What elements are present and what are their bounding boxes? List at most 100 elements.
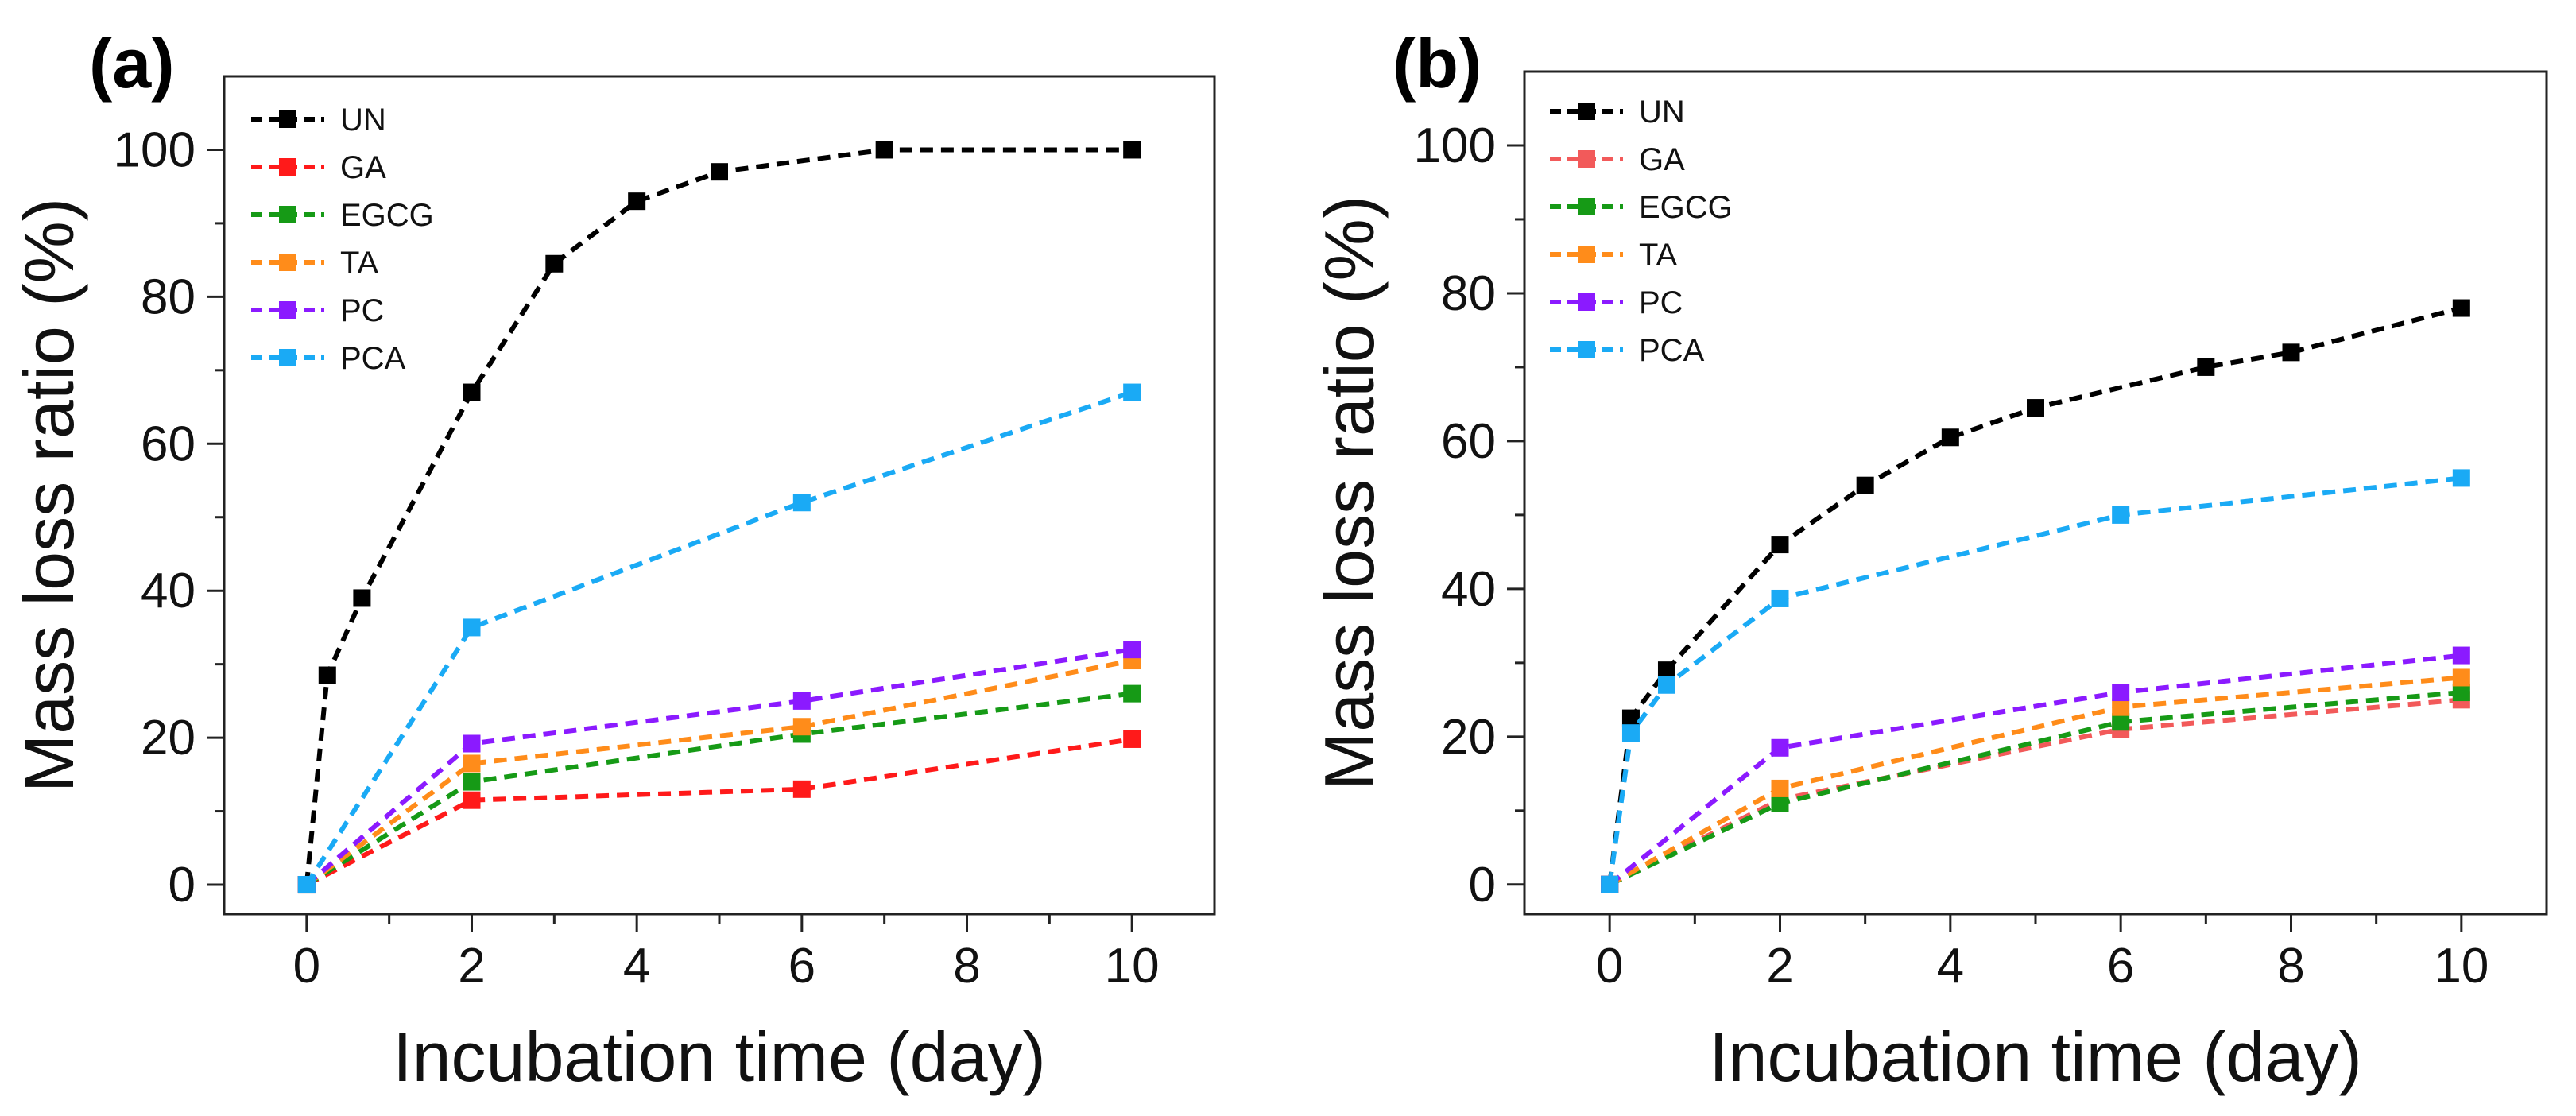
series-ta — [1601, 668, 2470, 893]
y-tick-label: 40 — [1441, 562, 1496, 617]
data-point — [2112, 713, 2130, 731]
x-tick-label: 8 — [2277, 939, 2304, 994]
data-point — [463, 734, 481, 753]
data-point — [1771, 794, 1789, 812]
data-point — [792, 718, 811, 736]
data-point — [2112, 684, 2130, 702]
data-point — [1123, 141, 1141, 159]
series-line — [1608, 690, 2462, 887]
legend-label: PCA — [340, 341, 406, 376]
data-point — [2452, 299, 2470, 317]
legend-label: GA — [1639, 142, 1685, 177]
legend-label: GA — [340, 150, 386, 185]
data-point — [792, 692, 811, 710]
data-point — [628, 192, 646, 211]
x-tick-label: 6 — [788, 939, 815, 994]
y-tick-label: 100 — [114, 122, 196, 177]
legend-swatch-marker — [279, 349, 296, 366]
data-point — [1941, 428, 1959, 447]
data-point — [2452, 469, 2470, 487]
y-tick-label: 60 — [141, 417, 196, 471]
series-line — [305, 658, 1133, 887]
series-line — [1607, 305, 2462, 885]
series-line — [304, 647, 1133, 887]
series-ta — [297, 652, 1141, 894]
y-tick-label: 20 — [1441, 710, 1496, 765]
series-pc — [297, 641, 1141, 894]
y-tick-label: 0 — [1469, 858, 1496, 913]
x-tick-label: 2 — [1766, 939, 1793, 994]
series-un — [297, 141, 1141, 894]
x-tick-label: 4 — [1937, 939, 1964, 994]
y-tick-label: 100 — [1414, 118, 1496, 173]
series-line — [1608, 653, 2462, 887]
data-point — [1123, 684, 1141, 703]
data-point — [1601, 875, 1619, 893]
y-axis-title: Mass loss ratio (%) — [1310, 196, 1389, 790]
legend-label: PC — [1639, 285, 1683, 320]
x-tick-label: 0 — [1596, 939, 1623, 994]
data-point — [1771, 536, 1789, 554]
data-point — [1771, 779, 1789, 797]
legend: UN GA EGCG TA PC PCA — [1550, 95, 1733, 368]
legend-label: PCA — [1639, 333, 1705, 368]
x-tick-label: 2 — [458, 939, 485, 994]
series-pc — [1601, 646, 2470, 893]
legend-swatch-marker — [279, 206, 296, 223]
y-tick-label: 80 — [1441, 266, 1496, 321]
data-point — [545, 254, 564, 273]
data-point — [1771, 589, 1789, 607]
series-pca — [297, 383, 1141, 894]
data-point — [875, 141, 893, 159]
series-line — [305, 737, 1133, 887]
data-point — [463, 791, 481, 809]
data-point — [792, 494, 811, 512]
y-tick-label: 60 — [1441, 414, 1496, 469]
y-tick-label: 80 — [141, 269, 196, 324]
data-point — [1856, 476, 1874, 494]
legend-swatch-marker — [279, 301, 296, 319]
data-point — [792, 780, 811, 798]
data-point — [2282, 343, 2300, 362]
legend-label: PC — [340, 293, 385, 328]
legend-swatch-marker — [1578, 103, 1595, 120]
data-point — [2027, 399, 2044, 417]
data-point — [1657, 676, 1675, 694]
data-point — [1123, 383, 1141, 401]
y-tick-label: 20 — [141, 711, 196, 765]
data-point — [1621, 709, 1640, 727]
y-tick-label: 40 — [141, 564, 196, 618]
x-tick-label: 6 — [2107, 939, 2134, 994]
data-point — [463, 618, 481, 637]
legend-label: TA — [340, 246, 378, 281]
data-point — [1771, 738, 1789, 757]
y-tick-label: 0 — [169, 858, 196, 913]
series-pca — [1601, 469, 2470, 893]
series-line — [305, 691, 1133, 887]
legend-label: EGCG — [1639, 190, 1733, 225]
x-tick-label: 10 — [1105, 939, 1160, 994]
legend-swatch-marker — [1578, 293, 1595, 311]
data-point — [2452, 684, 2470, 702]
series-line — [304, 389, 1133, 886]
legend-label: UN — [340, 103, 386, 138]
series-line — [1607, 475, 2462, 885]
legend-label: TA — [1639, 238, 1677, 273]
x-tick-label: 4 — [623, 939, 650, 994]
series-egcg — [297, 684, 1141, 894]
x-tick-label: 0 — [293, 939, 320, 994]
data-point — [463, 383, 481, 401]
data-point — [463, 754, 481, 773]
legend-swatch-marker — [279, 110, 296, 128]
data-point — [463, 773, 481, 791]
data-point — [711, 163, 728, 181]
data-point — [1621, 724, 1640, 742]
data-point — [2452, 668, 2470, 687]
data-point — [318, 666, 336, 684]
series-ga — [297, 730, 1141, 894]
legend-swatch-marker — [279, 254, 296, 271]
data-point — [2112, 698, 2130, 716]
data-point — [353, 589, 371, 607]
